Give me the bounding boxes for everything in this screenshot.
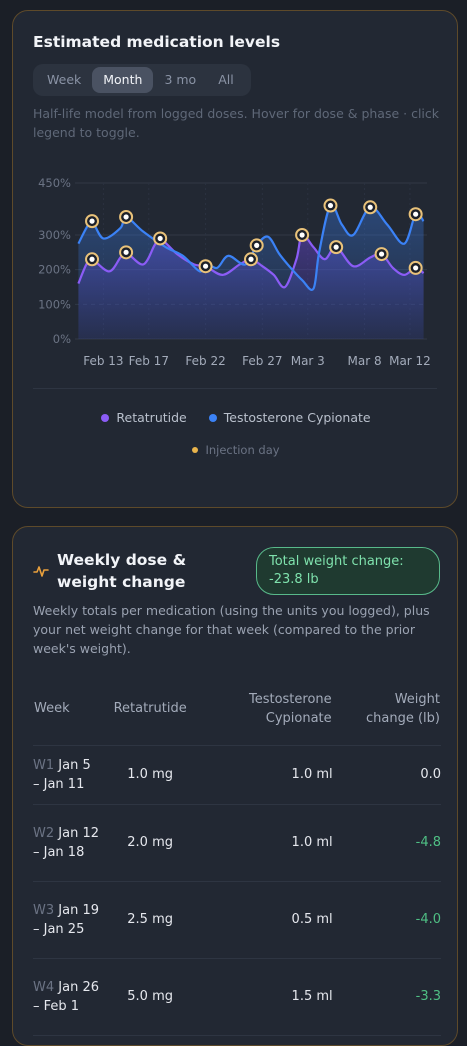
injection-marker-center <box>89 218 95 224</box>
y-tick-label: 100% <box>38 297 71 311</box>
injection-marker-center <box>378 251 385 257</box>
medication-levels-chart[interactable]: 450% 300% 200% 100% 0% Feb 13 Feb 17 Feb 22 Feb … <box>13 161 459 391</box>
retatrutide-cell: 5.0 mg <box>127 989 174 1004</box>
tab-3mo[interactable]: 3 mo <box>164 72 197 87</box>
y-tick-label: 200% <box>38 263 71 277</box>
week-range: Jan 12 – Jan 18 <box>33 825 99 860</box>
weight-cell: -4.0 <box>415 912 441 927</box>
y-tick-label: 450% <box>38 176 71 190</box>
card-title: Estimated medication levels <box>33 33 281 51</box>
injection-marker-center <box>333 244 339 250</box>
retatrutide-cell: 2.5 mg <box>127 912 174 927</box>
weight-cell: -4.8 <box>415 835 441 850</box>
injection-marker-center <box>157 235 163 242</box>
card-description: Weekly totals per medication (using the … <box>33 603 430 656</box>
weight-cell: -3.3 <box>415 989 441 1004</box>
injection-marker-center <box>367 204 373 210</box>
legend-label: Testosterone Cypionate <box>223 410 371 425</box>
retatrutide-cell: 2.0 mg <box>127 835 174 850</box>
col-weight-change: Weight change (lb) <box>366 691 440 726</box>
injection-marker-center <box>89 256 95 262</box>
x-tick-label: Mar 12 <box>389 354 431 368</box>
x-tick-label: Feb 22 <box>185 354 225 368</box>
chart-subtitle: Half-life model from logged doses. Hover… <box>33 106 440 140</box>
table-header-row: Week Retatrutide Testosterone Cypionate … <box>33 673 441 745</box>
testosterone-cell: 0.5 ml <box>291 912 333 927</box>
week-tag: W4 <box>33 979 55 995</box>
activity-pulse-icon <box>33 566 49 577</box>
y-tick-label: 0% <box>53 332 71 346</box>
legend-item-testosterone[interactable]: Testosterone Cypionate <box>208 410 371 425</box>
legend-item-injection: Injection day <box>192 443 280 457</box>
week-tag: W3 <box>33 902 55 918</box>
weekly-table: Week Retatrutide Testosterone Cypionate … <box>33 673 441 1036</box>
series-area <box>78 204 424 339</box>
weekly-dose-card: Weekly dose & weight change Total weight… <box>12 526 458 1046</box>
week-range: Jan 19 – Jan 25 <box>33 902 99 937</box>
testosterone-cell: 1.0 ml <box>291 767 333 782</box>
week-range: Jan 26 – Feb 1 <box>33 979 99 1014</box>
legend-item-retatrutide[interactable]: Retatrutide <box>101 410 187 425</box>
range-segmented-control: Week Month 3 mo All <box>33 64 251 96</box>
injection-marker-center <box>123 249 129 255</box>
tab-week[interactable]: Week <box>47 72 82 87</box>
injection-marker-center <box>254 242 260 248</box>
x-tick-label: Mar 8 <box>348 354 382 368</box>
injection-marker-center <box>327 202 334 209</box>
week-range: Jan 5 – Jan 11 <box>33 757 91 792</box>
x-tick-label: Feb 17 <box>129 354 169 368</box>
week-tag: W1 <box>33 757 55 773</box>
injection-marker-center <box>248 256 254 262</box>
injection-marker-center <box>202 263 209 269</box>
legend-label: Injection day <box>205 443 280 457</box>
testosterone-dot-icon <box>208 413 217 422</box>
legend-label: Retatrutide <box>116 410 187 425</box>
injection-dot-icon <box>192 447 199 453</box>
x-tick-label: Feb 13 <box>83 354 123 368</box>
col-retatrutide: Retatrutide <box>113 701 187 717</box>
weight-cell: 0.0 <box>420 767 441 782</box>
table-row: W1 Jan 5 – Jan 11 1.0 mg 1.0 ml 0.0 <box>33 745 441 804</box>
injection-marker-center <box>299 232 305 238</box>
week-cell: W4 Jan 26 – Feb 1 <box>33 958 100 1035</box>
retatrutide-cell: 1.0 mg <box>127 767 174 782</box>
chart-legend: Retatrutide Testosterone Cypionate <box>13 410 459 425</box>
injection-marker-center <box>413 211 419 217</box>
col-week: Week <box>34 701 70 717</box>
y-tick-label: 300% <box>38 228 71 242</box>
week-tag: W2 <box>33 825 55 841</box>
table-row: W4 Jan 26 – Feb 1 5.0 mg 1.5 ml -3.3 <box>33 958 441 1035</box>
week-cell: W2 Jan 12 – Jan 18 <box>33 804 100 881</box>
testosterone-cell: 1.0 ml <box>291 835 333 850</box>
tab-all[interactable]: All <box>218 72 234 87</box>
tab-month[interactable]: Month <box>92 67 154 93</box>
injection-marker-center <box>413 265 419 271</box>
testosterone-cell: 1.5 ml <box>291 989 333 1004</box>
medication-levels-card: Estimated medication levels Week Month 3… <box>12 10 458 508</box>
injection-legend: Injection day <box>13 443 459 457</box>
table-row: W2 Jan 12 – Jan 18 2.0 mg 1.0 ml -4.8 <box>33 804 441 881</box>
table-row: W3 Jan 19 – Jan 25 2.5 mg 0.5 ml -4.0 <box>33 881 441 958</box>
retatrutide-dot-icon <box>101 413 110 422</box>
x-tick-label: Mar 3 <box>291 354 325 368</box>
injection-marker-center <box>123 214 129 220</box>
card-title: Weekly dose & weight change <box>57 551 187 591</box>
x-tick-label: Feb 27 <box>242 354 282 368</box>
legend-divider <box>33 388 437 389</box>
total-weight-change-badge: Total weight change: -23.8 lb <box>256 547 440 595</box>
col-testosterone: Testosterone Cypionate <box>248 691 332 726</box>
week-cell: W3 Jan 19 – Jan 25 <box>33 881 100 958</box>
week-cell: W1 Jan 5 – Jan 11 <box>33 745 100 804</box>
